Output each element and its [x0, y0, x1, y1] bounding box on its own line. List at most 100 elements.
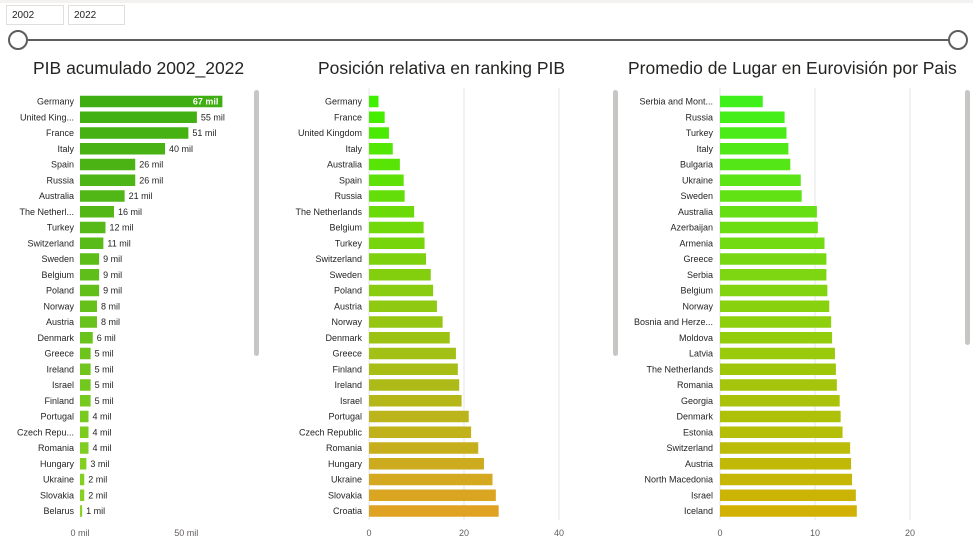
pib-category-label: Portugal	[40, 412, 74, 422]
ranking-category-label: Ireland	[334, 380, 362, 390]
ranking-chart-scrollbar[interactable]	[613, 90, 618, 356]
ranking-bar	[369, 206, 415, 218]
pib-chart-scrollbar[interactable]	[254, 90, 259, 356]
eurovision-bar	[720, 269, 827, 281]
pib-category-label: Australia	[39, 191, 74, 201]
eurovision-category-label: Georgia	[681, 396, 713, 406]
eurovision-chart-scrollbar[interactable]	[965, 90, 970, 345]
eurovision-category-label: Serbia	[687, 270, 713, 280]
pib-category-label: Belgium	[41, 270, 74, 280]
pib-bar	[80, 143, 165, 155]
eurovision-tick-label: 0	[717, 528, 722, 538]
pib-data-label: 51 mil	[192, 128, 216, 138]
pib-data-label: 4 mil	[93, 427, 112, 437]
eurovision-category-label: Ukraine	[682, 175, 713, 185]
eurovision-category-label: The Netherlands	[646, 364, 713, 374]
year-slider-start-handle[interactable]	[8, 30, 28, 50]
pib-category-label: Ukraine	[43, 475, 74, 485]
pib-bar	[80, 221, 106, 234]
pib-category-label: Germany	[37, 97, 75, 107]
eurovision-category-label: North Macedonia	[644, 475, 713, 485]
pib-category-label: Ireland	[46, 364, 74, 374]
ranking-bar	[369, 253, 426, 265]
pib-data-label: 5 mil	[95, 364, 114, 374]
eurovision-category-label: Austria	[685, 459, 713, 469]
pib-category-label: Italy	[57, 144, 74, 154]
ranking-category-label: Switzerland	[315, 254, 362, 264]
pib-category-label: Sweden	[41, 254, 74, 264]
eurovision-category-label: Norway	[682, 301, 713, 311]
eurovision-bar	[720, 505, 857, 517]
ranking-category-label: Russia	[334, 191, 362, 201]
start-year-input[interactable]: 2002	[6, 5, 64, 25]
eurovision-category-label: Russia	[685, 112, 713, 122]
pib-category-label: United King...	[20, 112, 74, 122]
pib-data-label: 9 mil	[103, 270, 122, 280]
pib-data-label: 8 mil	[101, 301, 120, 311]
pib-data-label: 12 mil	[110, 223, 134, 233]
year-slider-end-handle[interactable]	[948, 30, 968, 50]
ranking-category-label: Turkey	[335, 238, 363, 248]
pib-data-label: 8 mil	[101, 317, 120, 327]
pib-category-label: Austria	[46, 317, 74, 327]
ranking-bar	[369, 505, 499, 517]
eurovision-category-label: Greece	[683, 254, 713, 264]
ranking-bar	[369, 332, 450, 344]
pib-bar	[80, 489, 85, 501]
pib-category-label: Poland	[46, 286, 74, 296]
pib-category-label: Czech Repu...	[17, 427, 74, 437]
eurovision-category-label: Turkey	[686, 128, 714, 138]
pib-bar	[80, 505, 83, 517]
pib-tick-label: 50 mil	[174, 528, 198, 538]
ranking-bar	[369, 316, 443, 328]
pib-category-label: Norway	[43, 301, 74, 311]
ranking-category-label: Poland	[334, 286, 362, 296]
ranking-category-label: Germany	[325, 97, 363, 107]
eurovision-category-label: Estonia	[683, 427, 713, 437]
eurovision-bar	[720, 410, 841, 423]
eurovision-bar	[720, 174, 801, 186]
ranking-bar	[369, 363, 458, 375]
ranking-category-label: Sweden	[329, 270, 362, 280]
pib-bar	[80, 174, 136, 186]
ranking-category-label: Hungary	[328, 459, 363, 469]
eurovision-category-label: Sweden	[680, 191, 713, 201]
ranking-category-label: Portugal	[328, 412, 362, 422]
eurovision-bar	[720, 127, 787, 139]
eurovision-category-label: Switzerland	[666, 443, 713, 453]
pib-data-label: 55 mil	[201, 112, 225, 122]
pib-data-label: 4 mil	[93, 443, 112, 453]
ranking-tick-label: 0	[366, 528, 371, 538]
pib-bar	[80, 347, 91, 360]
pib-bar	[80, 426, 89, 438]
ranking-bar	[369, 174, 404, 186]
pib-category-label: France	[46, 128, 74, 138]
ranking-bar	[369, 221, 424, 234]
pib-bar	[80, 284, 100, 297]
pib-bar	[80, 379, 91, 391]
end-year-input[interactable]: 2022	[68, 5, 125, 25]
top-border	[0, 0, 973, 3]
ranking-category-label: Czech Republic	[299, 427, 363, 437]
ranking-category-label: Australia	[327, 160, 362, 170]
year-slider-track[interactable]	[18, 39, 959, 41]
pib-category-label: Turkey	[47, 223, 75, 233]
ranking-category-label: Israel	[340, 396, 362, 406]
pib-bar	[80, 316, 97, 328]
pib-bar	[80, 410, 89, 423]
pib-category-label: Switzerland	[27, 238, 74, 248]
pib-tick-label: 0 mil	[70, 528, 89, 538]
eurovision-bar	[720, 143, 789, 155]
ranking-tick-label: 40	[554, 528, 564, 538]
pib-bar	[80, 458, 87, 470]
eurovision-bar	[720, 473, 853, 486]
eurovision-bar	[720, 158, 791, 171]
eurovision-bar	[720, 395, 840, 407]
pib-data-label: 6 mil	[97, 333, 116, 343]
ranking-bar	[369, 300, 437, 312]
eurovision-category-label: Armenia	[679, 238, 713, 248]
ranking-bar	[369, 489, 496, 501]
eurovision-category-label: Moldova	[679, 333, 713, 343]
ranking-category-label: France	[334, 112, 362, 122]
pib-data-label: 1 mil	[86, 506, 105, 516]
